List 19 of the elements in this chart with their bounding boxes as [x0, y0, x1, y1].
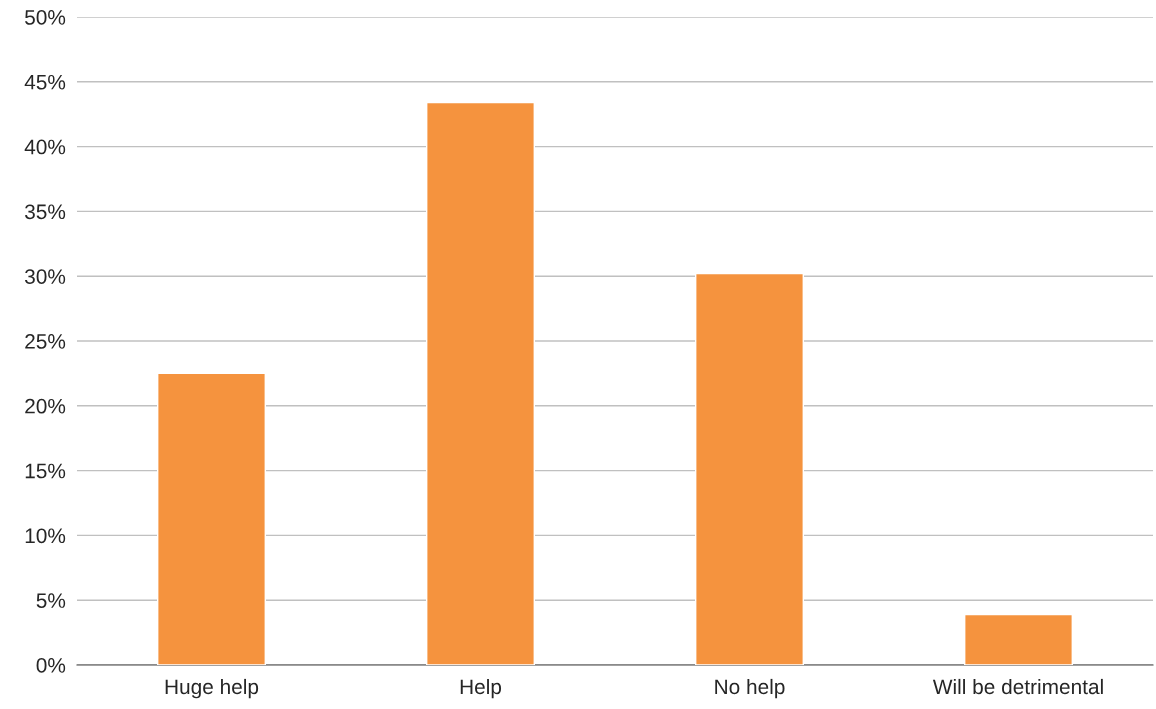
y-tick-label: 50%: [25, 10, 66, 25]
y-tick-label: 5%: [36, 593, 66, 608]
bar: [426, 101, 535, 665]
y-tick-label: 45%: [24, 74, 66, 90]
x-tick-label: Help: [460, 678, 502, 699]
y-tick-label: 20%: [25, 398, 66, 414]
y-tick-label: 15%: [25, 463, 66, 479]
x-tick-label: Huge help: [165, 678, 259, 699]
bar: [157, 372, 266, 665]
x-tick-label: No help: [715, 678, 785, 699]
x-tick-label: Will be detrimental: [932, 678, 1103, 695]
y-tick-label: 30%: [24, 269, 66, 284]
y-tick-label: 0%: [36, 658, 66, 673]
bar: [964, 613, 1073, 665]
y-tick-label: 35%: [24, 204, 66, 220]
y-tick-label: 25%: [25, 334, 66, 349]
y-tick-label: 40%: [24, 139, 66, 155]
y-tick-label: 10%: [25, 528, 66, 544]
bar: [695, 272, 804, 665]
